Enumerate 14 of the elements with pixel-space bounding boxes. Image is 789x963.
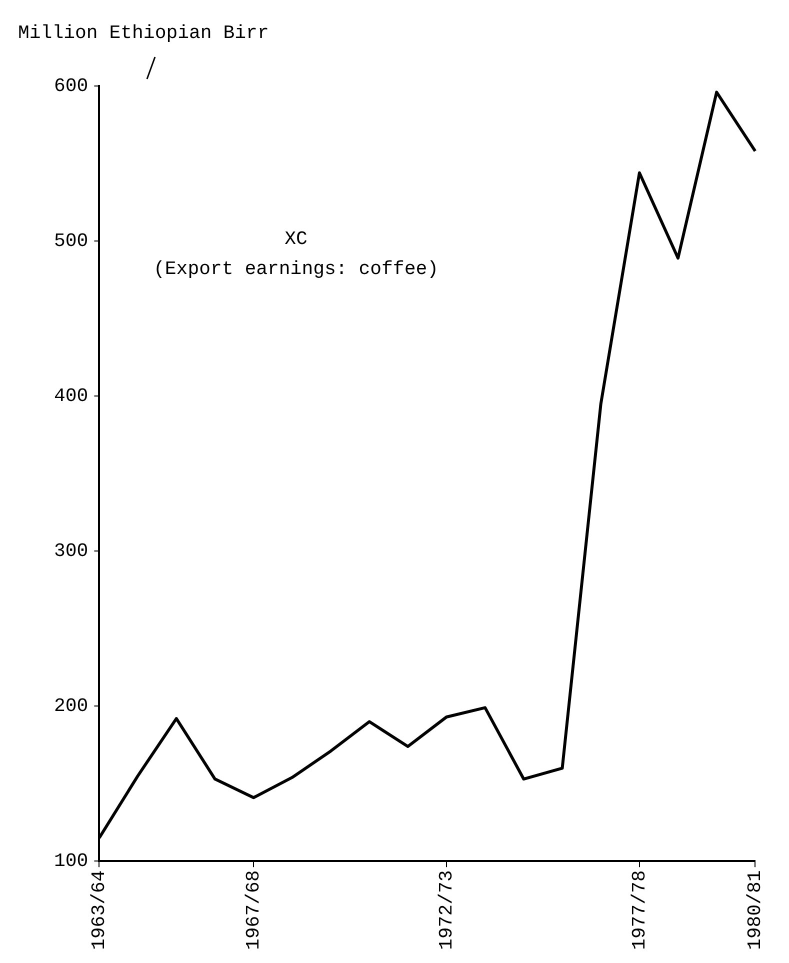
annotation: XC	[284, 228, 308, 250]
y-tick-label: 600	[54, 75, 88, 98]
x-tick-label: 1972/73	[436, 870, 458, 950]
y-axis-title: Million Ethiopian Birr	[18, 22, 269, 44]
y-tick-label: 300	[54, 540, 88, 562]
x-tick-label: 1963/64	[88, 870, 110, 950]
y-tick-label: 500	[54, 230, 88, 252]
y-tick-label: 400	[54, 385, 88, 408]
x-tick-label: 1977/78	[628, 870, 650, 950]
y-tick-label: 100	[54, 850, 88, 872]
x-tick-label: 1980/81	[744, 870, 766, 950]
x-tick-label: 1967/68	[242, 870, 265, 950]
annotation: (Export earnings: coffee)	[153, 258, 439, 280]
y-tick-label: 200	[54, 695, 88, 718]
